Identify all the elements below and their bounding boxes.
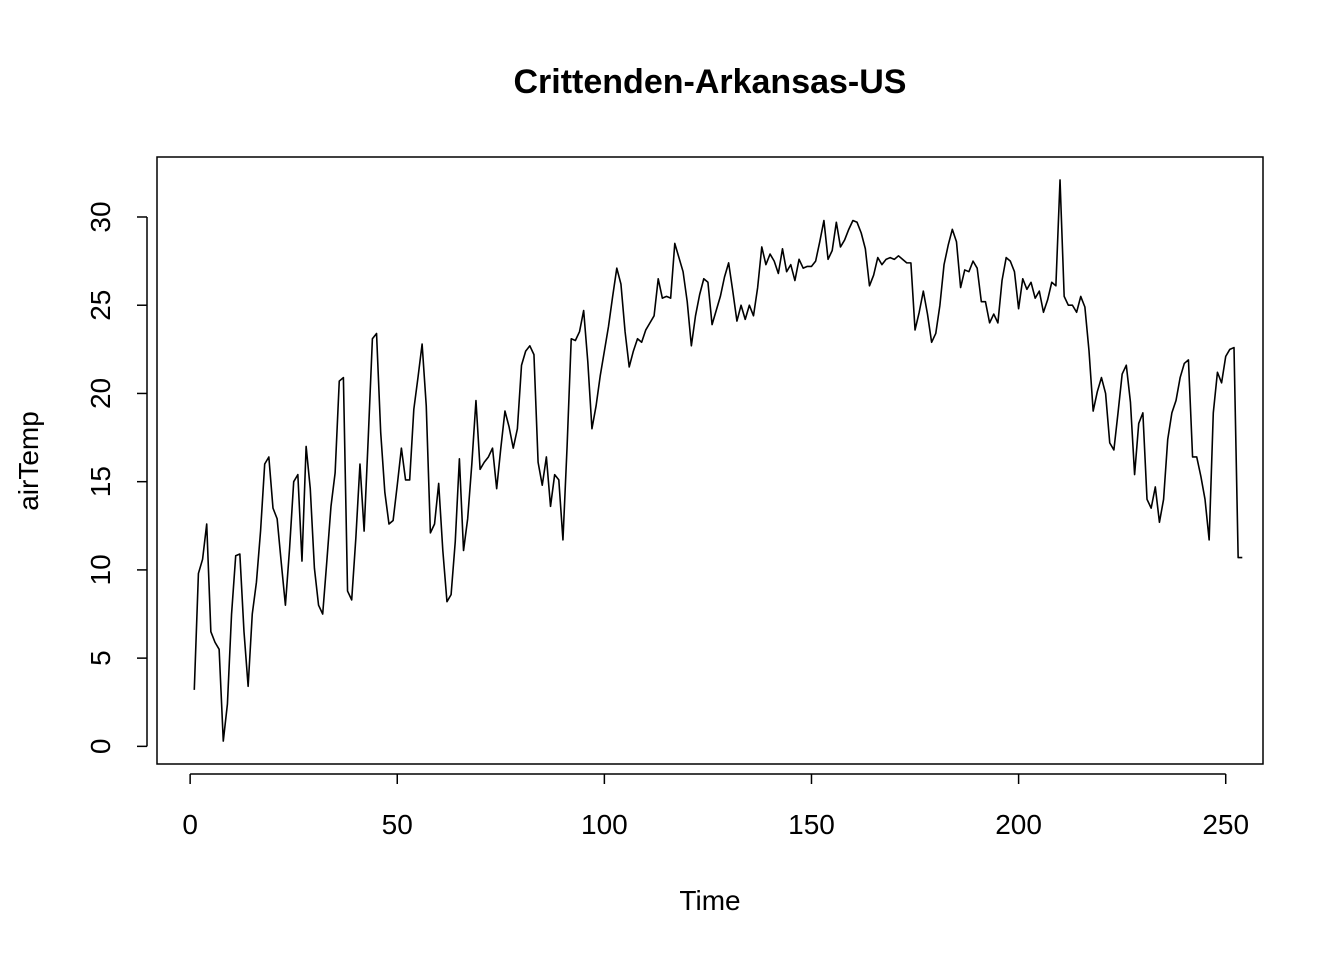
x-axis-label: Time xyxy=(679,885,740,916)
y-tick-label: 0 xyxy=(85,739,116,755)
x-tick-label: 0 xyxy=(182,809,198,840)
x-tick-label: 250 xyxy=(1202,809,1249,840)
chart-title: Crittenden-Arkansas-US xyxy=(514,63,907,101)
y-tick-label: 25 xyxy=(85,290,116,321)
x-axis: 0 50 100 150 200 250 xyxy=(182,773,1249,840)
x-tick-label: 100 xyxy=(581,809,628,840)
y-axis: 0 5 10 15 20 25 30 xyxy=(85,201,148,755)
plot-frame xyxy=(156,156,1264,765)
x-tick-label: 200 xyxy=(995,809,1042,840)
series-layer xyxy=(193,179,1243,742)
y-tick-label: 30 xyxy=(85,201,116,232)
y-tick-label: 20 xyxy=(85,378,116,409)
y-tick-label: 15 xyxy=(85,466,116,497)
y-tick-label: 10 xyxy=(85,554,116,585)
series-line xyxy=(193,179,1243,742)
x-tick-label: 50 xyxy=(382,809,413,840)
x-tick-label: 150 xyxy=(788,809,835,840)
y-axis-label: airTemp xyxy=(13,411,44,511)
y-tick-label: 5 xyxy=(85,650,116,666)
